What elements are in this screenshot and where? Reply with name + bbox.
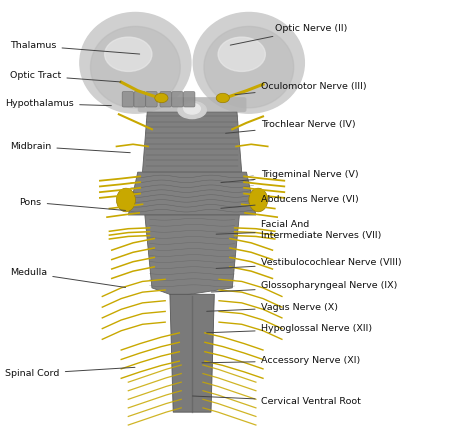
Text: Medulla: Medulla — [10, 268, 126, 287]
Text: Thalamus: Thalamus — [10, 41, 140, 54]
Text: Glossopharyngeal Nerve (IX): Glossopharyngeal Nerve (IX) — [211, 281, 397, 292]
FancyBboxPatch shape — [134, 92, 146, 107]
Ellipse shape — [193, 12, 304, 113]
Polygon shape — [128, 172, 256, 215]
Polygon shape — [145, 215, 239, 296]
Text: Oculomotor Nerve (III): Oculomotor Nerve (III) — [235, 82, 366, 95]
Text: Vestibulocochlear Nerve (VIII): Vestibulocochlear Nerve (VIII) — [216, 258, 401, 268]
Text: Vagus Nerve (X): Vagus Nerve (X) — [207, 303, 337, 312]
FancyBboxPatch shape — [172, 92, 183, 107]
Ellipse shape — [105, 37, 152, 71]
FancyBboxPatch shape — [183, 92, 195, 107]
Text: Optic Tract: Optic Tract — [10, 71, 121, 82]
Text: Accessory Nerve (XI): Accessory Nerve (XI) — [202, 356, 360, 365]
FancyBboxPatch shape — [138, 97, 246, 112]
Polygon shape — [143, 112, 242, 172]
Ellipse shape — [117, 188, 136, 212]
FancyBboxPatch shape — [146, 92, 157, 107]
Polygon shape — [170, 294, 214, 412]
Text: Cervical Ventral Root: Cervical Ventral Root — [192, 396, 361, 406]
Text: Hypothalamus: Hypothalamus — [5, 99, 111, 108]
Text: Optic Nerve (II): Optic Nerve (II) — [230, 24, 347, 45]
Ellipse shape — [80, 12, 191, 113]
Text: Pons: Pons — [19, 198, 126, 210]
Ellipse shape — [218, 37, 265, 71]
Ellipse shape — [155, 93, 168, 103]
Ellipse shape — [178, 101, 206, 119]
Text: Spinal Cord: Spinal Cord — [5, 367, 135, 378]
Ellipse shape — [91, 26, 180, 108]
Text: Facial And
Intermediate Nerves (VII): Facial And Intermediate Nerves (VII) — [216, 220, 381, 240]
Ellipse shape — [204, 26, 294, 108]
Ellipse shape — [184, 103, 201, 114]
FancyBboxPatch shape — [122, 92, 134, 107]
Text: Abducens Nerve (VI): Abducens Nerve (VI) — [221, 196, 358, 208]
FancyBboxPatch shape — [160, 92, 171, 107]
Text: Trochlear Nerve (IV): Trochlear Nerve (IV) — [226, 120, 355, 133]
Text: Hypoglossal Nerve (XII): Hypoglossal Nerve (XII) — [207, 324, 372, 333]
Ellipse shape — [216, 93, 229, 103]
Text: Midbrain: Midbrain — [10, 142, 130, 153]
Text: Trigeminal Nerve (V): Trigeminal Nerve (V) — [221, 170, 358, 183]
Ellipse shape — [249, 188, 268, 212]
